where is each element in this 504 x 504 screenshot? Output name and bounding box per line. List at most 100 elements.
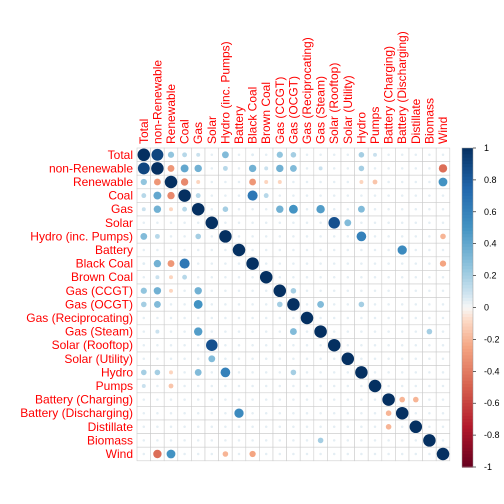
- colorbar-segment: [462, 339, 473, 344]
- corr-circle-battery-black-coal: [251, 248, 254, 252]
- corr-circle-battery-charging-brown-coal: [264, 398, 268, 401]
- corr-circle-coal-gas-reciprocating: [305, 194, 309, 197]
- corr-circle-total-battery-charging: [387, 153, 390, 157]
- corr-circle-renewable-solar-utility: [346, 180, 350, 184]
- corr-circle-hydro-black-coal: [251, 371, 254, 374]
- colorbar-segment: [462, 148, 473, 152]
- corr-circle-non-renewable-gas-steam: [318, 166, 323, 171]
- colorbar-segment: [462, 377, 473, 382]
- corr-circle-black-coal-solar-rooftop: [332, 262, 336, 265]
- corr-circle-gas-ccgt-biomass: [428, 289, 431, 293]
- corr-circle-gas-reciprocating-battery-charging: [387, 316, 390, 320]
- corr-circle-wind-brown-coal: [264, 452, 268, 456]
- corr-circle-pumps-wind: [441, 384, 445, 388]
- corr-circle-total-distillate: [414, 153, 418, 157]
- corr-circle-gas-ocgt-gas-ocgt: [287, 298, 300, 311]
- corr-circle-pumps-distillate: [414, 384, 418, 388]
- corr-circle-biomass-coal: [183, 439, 186, 442]
- corr-circle-gas-steam-battery-charging: [387, 330, 390, 333]
- corr-circle-renewable-pumps: [372, 179, 378, 185]
- colorbar-segment: [462, 170, 473, 175]
- corr-circle-battery-discharging-total: [142, 411, 146, 415]
- col-label-gas-ocgt: Gas (OCGT): [286, 76, 300, 144]
- colorbar-segment: [462, 444, 473, 449]
- corr-circle-hydro-battery-discharging: [400, 371, 404, 374]
- corr-circle-battery-discharging-non-renewable: [156, 411, 159, 415]
- corr-circle-coal-battery-discharging: [400, 194, 404, 197]
- corr-circle-renewable-gas-reciprocating: [305, 180, 309, 184]
- corr-circle-biomass-gas-ccgt: [278, 439, 282, 442]
- corr-circle-wind-battery-discharging: [400, 452, 404, 456]
- corr-circle-gas-gas-reciprocating: [305, 207, 309, 211]
- corr-circle-coal-gas-ccgt: [278, 194, 282, 197]
- colorbar-segment: [462, 463, 473, 468]
- corr-circle-renewable-solar-rooftop: [332, 180, 336, 184]
- colorbar-segment: [462, 323, 473, 328]
- corr-circle-black-coal-total: [142, 262, 146, 265]
- corr-circle-gas-ccgt-gas-reciprocating: [305, 289, 309, 293]
- colorbar-segment: [462, 345, 473, 350]
- corr-circle-hydro-inc-pumps-non-renewable: [154, 233, 160, 239]
- corr-circle-non-renewable-solar-rooftop: [332, 167, 336, 170]
- corr-circle-gas-coal: [182, 206, 188, 212]
- corr-circle-coal-non-renewable: [153, 191, 162, 200]
- corr-circle-solar-rooftop-wind: [441, 343, 445, 347]
- corr-circle-solar-battery-charging: [387, 221, 390, 225]
- corr-circle-solar-total: [142, 221, 146, 225]
- corr-circle-renewable-hydro: [359, 180, 364, 184]
- corr-circle-coal-battery: [237, 194, 241, 197]
- corr-circle-non-renewable-gas-ocgt: [289, 164, 297, 172]
- corr-circle-gas-solar-utility: [346, 207, 350, 211]
- colorbar-segment: [462, 422, 473, 427]
- colorbar-segment: [462, 272, 473, 277]
- corr-circle-renewable-non-renewable: [153, 178, 161, 186]
- corr-circle-solar-gas: [196, 221, 200, 225]
- corr-circle-total-gas-ccgt: [276, 151, 283, 158]
- corr-circle-pumps-solar-utility: [346, 384, 350, 388]
- corr-circle-gas-gas-ccgt: [276, 205, 284, 213]
- corr-circle-gas-ocgt-biomass: [428, 303, 431, 306]
- corr-circle-battery-solar: [210, 248, 214, 252]
- corr-circle-battery-discharging-gas-ocgt: [292, 411, 295, 415]
- colorbar-segment: [462, 288, 473, 293]
- colorbar-segment: [462, 189, 473, 194]
- corr-circle-solar-rooftop-gas-reciprocating: [305, 343, 309, 347]
- column-labels: Total non-Renewable Renewable Coal Gas Solar H…: [137, 31, 450, 144]
- colorbar-segment: [462, 333, 473, 337]
- row-label-battery: Battery: [95, 243, 133, 257]
- corr-circle-biomass-biomass: [423, 434, 436, 447]
- corr-circle-gas-ocgt-gas-steam: [317, 300, 325, 308]
- corr-circle-renewable-black-coal: [249, 178, 257, 186]
- row-label-hydro-inc-pumps: Hydro (inc. Pumps): [30, 229, 133, 243]
- col-label-battery-discharging: Battery (Discharging): [395, 31, 409, 144]
- corr-circle-gas-ocgt-battery-discharging: [400, 303, 404, 306]
- colorbar-segment: [462, 227, 473, 232]
- corr-circle-total-coal: [182, 152, 188, 158]
- corr-circle-non-renewable-hydro: [358, 165, 365, 172]
- corr-circle-renewable-battery: [237, 180, 241, 184]
- corr-circle-non-renewable-gas: [194, 164, 202, 173]
- corr-circle-gas-ccgt-gas-ccgt: [273, 284, 287, 298]
- corr-circle-hydro-inc-pumps-black-coal: [251, 235, 254, 238]
- corr-circle-gas-pumps: [373, 207, 377, 211]
- corr-circle-gas-ccgt-wind: [441, 289, 445, 293]
- colorbar-segment: [462, 384, 473, 388]
- corr-circle-total-battery: [237, 153, 241, 157]
- corr-circle-non-renewable-hydro-inc-pumps: [222, 165, 228, 171]
- colorbar-tick-label: -0.4: [484, 366, 500, 376]
- colorbar-segment: [462, 425, 473, 430]
- corr-circle-solar-rooftop-black-coal: [251, 343, 254, 347]
- corr-circle-battery-hydro: [360, 248, 363, 252]
- colorbar-segment: [462, 403, 473, 407]
- corr-circle-total-pumps: [373, 152, 377, 157]
- col-label-non-renewable: non-Renewable: [150, 60, 164, 144]
- corr-circle-gas-steam-hydro: [360, 330, 363, 333]
- corr-circle-battery-gas: [196, 248, 200, 252]
- corr-circle-biomass-non-renewable: [156, 439, 159, 442]
- corr-circle-non-renewable-coal: [180, 164, 189, 173]
- corr-circle-hydro-inc-pumps-distillate: [414, 235, 418, 238]
- corr-circle-battery-battery-discharging: [397, 245, 407, 255]
- corr-circle-pumps-gas-ocgt: [292, 384, 295, 388]
- corr-circle-gas-steam-coal: [183, 330, 186, 333]
